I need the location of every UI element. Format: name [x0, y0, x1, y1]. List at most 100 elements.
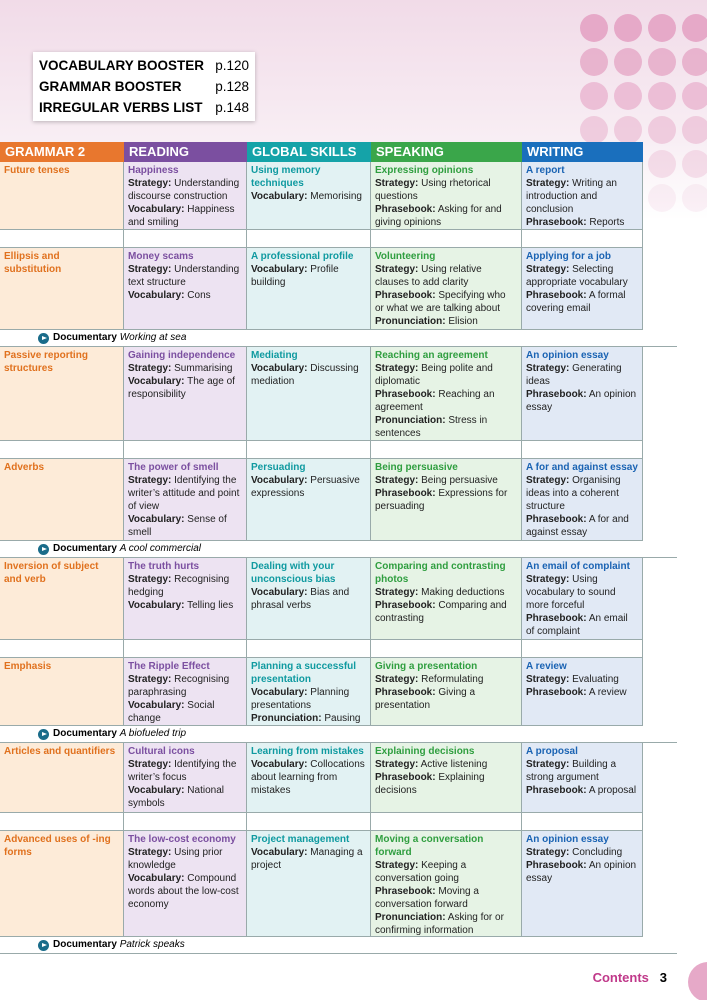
- item-label: Phrasebook:: [375, 389, 436, 400]
- lesson-title: Money scams: [128, 251, 194, 262]
- lesson-item: Vocabulary: Telling lies: [128, 599, 242, 612]
- lesson-title: The truth hurts: [128, 561, 200, 572]
- booster-row: IRREGULAR VERBS LIST p.148: [39, 97, 249, 118]
- documentary-label: Documentary: [53, 332, 117, 343]
- lesson-item: Vocabulary: Sense of smell: [128, 513, 242, 539]
- lesson-item: Vocabulary: Cons: [128, 289, 242, 302]
- lesson-title: Applying for a job: [526, 251, 611, 262]
- lesson-row: Passive reporting structures Gaining inde…: [0, 347, 677, 441]
- item-label: Strategy:: [526, 847, 570, 858]
- item-label: Strategy:: [526, 475, 570, 486]
- decoration: [580, 116, 608, 144]
- lesson-item: Vocabulary: National symbols: [128, 784, 242, 810]
- gap-cell: [247, 441, 371, 459]
- lesson-item: Vocabulary: Social change: [128, 699, 242, 725]
- lesson-item: Phrasebook: An opinion essay: [526, 859, 638, 885]
- gap-cell: [0, 813, 124, 831]
- lesson-item: Strategy: Making deductions: [375, 586, 517, 599]
- documentary-title: Patrick speaks: [119, 939, 185, 950]
- gap-cell: [124, 441, 247, 459]
- header-row: GRAMMAR 2 READING GLOBAL SKILLS SPEAKING WRI…: [0, 142, 677, 162]
- item-label: Strategy:: [526, 264, 570, 275]
- gap-cell: [247, 813, 371, 831]
- lesson-row: Inversion of subject and verb The truth h…: [0, 558, 677, 640]
- gap-cell: [0, 441, 124, 459]
- item-label: Strategy:: [375, 587, 419, 598]
- item-text: Happiness and smiling: [128, 204, 235, 228]
- lesson-title: Articles and quantifiers: [4, 746, 116, 757]
- item-label: Strategy:: [375, 674, 419, 685]
- lesson-cell: Mediating Vocabulary: Discussing mediatio…: [247, 347, 371, 441]
- lesson-item: Phrasebook: Comparing and contrasting: [375, 599, 517, 625]
- item-label: Vocabulary:: [251, 847, 308, 858]
- item-label: Vocabulary:: [251, 759, 308, 770]
- lesson-title: Passive reporting structures: [4, 350, 88, 374]
- lesson-title: Emphasis: [4, 661, 52, 672]
- item-label: Pronunciation:: [375, 912, 446, 923]
- lesson-item: Strategy: Using prior knowledge: [128, 846, 242, 872]
- item-text: Elision: [448, 316, 478, 327]
- lesson-cell: Being persuasive Strategy: Being persuasi…: [371, 459, 522, 541]
- lesson-item: Vocabulary: Compound words about the low…: [128, 872, 242, 911]
- item-text: Persuasive expressions: [251, 475, 360, 499]
- item-label: Phrasebook:: [375, 290, 436, 301]
- item-text: Summarising: [174, 363, 233, 374]
- gap-cell: [124, 640, 247, 658]
- item-label: Vocabulary:: [128, 290, 185, 301]
- item-text: Evaluating: [572, 674, 619, 685]
- lesson-cell: Expressing opinions Strategy: Using rheto…: [371, 162, 522, 230]
- decoration: [682, 48, 707, 76]
- lesson-item: Strategy: Organising ideas into a cohere…: [526, 474, 638, 513]
- lesson-cell: The power of smell Strategy: Identifying …: [124, 459, 247, 541]
- lesson-item: Strategy: Generating ideas: [526, 362, 638, 388]
- lesson-item: Vocabulary: Collocations about learning …: [251, 758, 366, 797]
- lesson-title: Volunteering: [375, 251, 436, 262]
- lesson-title: Advanced uses of -ing forms: [4, 834, 111, 858]
- item-label: Strategy:: [526, 674, 570, 685]
- item-text: Discussing mediation: [251, 363, 359, 387]
- item-label: Strategy:: [526, 574, 570, 585]
- item-text: Compound words about the low-cost econom…: [128, 873, 239, 910]
- lesson-cell: Reaching an agreement Strategy: Being pol…: [371, 347, 522, 441]
- item-text: Recognising paraphrasing: [128, 674, 230, 698]
- booster-label: GRAMMAR BOOSTER: [39, 79, 182, 94]
- item-text: Identifying the writer’s focus: [128, 759, 237, 783]
- item-label: Vocabulary:: [251, 587, 308, 598]
- lesson-title: Mediating: [251, 350, 298, 361]
- lesson-title: An opinion essay: [526, 834, 609, 845]
- lesson-cell: Explaining decisions Strategy: Active lis…: [371, 743, 522, 813]
- item-text: Identifying the writer’s attitude and po…: [128, 475, 240, 512]
- booster-label: VOCABULARY BOOSTER: [39, 58, 205, 73]
- lesson-cell: Volunteering Strategy: Using relative cla…: [371, 248, 522, 330]
- lesson-cell: A report Strategy: Writing an introductio…: [522, 162, 643, 230]
- lesson-title: Dealing with your unconscious bias: [251, 561, 336, 585]
- decoration: [614, 48, 642, 76]
- lesson-title: The low-cost economy: [128, 834, 236, 845]
- gap-cell: [522, 640, 643, 658]
- item-label: Strategy:: [375, 759, 419, 770]
- play-icon: [38, 543, 49, 555]
- item-label: Pronunciation:: [375, 316, 446, 327]
- lesson-cell: Ellipsis and substitution: [0, 248, 124, 330]
- lesson-title: Project management: [251, 834, 350, 845]
- item-text: Collocations about learning from mistake…: [251, 759, 365, 796]
- item-text: A formal covering email: [526, 290, 626, 314]
- lesson-cell: An opinion essay Strategy: Concluding Phra…: [522, 831, 643, 937]
- lesson-cell: Articles and quantifiers: [0, 743, 124, 813]
- item-label: Vocabulary:: [251, 475, 308, 486]
- item-label: Strategy:: [128, 847, 172, 858]
- lesson-title: Reaching an agreement: [375, 350, 488, 361]
- item-text: Building a strong argument: [526, 759, 617, 783]
- lesson-item: Pronunciation: Elision: [375, 315, 517, 328]
- lesson-cell: Cultural icons Strategy: Identifying the …: [124, 743, 247, 813]
- item-label: Phrasebook:: [526, 687, 587, 698]
- lesson-cell: Comparing and contrasting photos Strategy…: [371, 558, 522, 640]
- lesson-cell: Inversion of subject and verb: [0, 558, 124, 640]
- lesson-cell: Moving a conversation forward Strategy: K…: [371, 831, 522, 937]
- lesson-item: Vocabulary: The age of responsibility: [128, 375, 242, 401]
- lesson-cell: Emphasis: [0, 658, 124, 726]
- item-text: Sense of smell: [128, 514, 227, 538]
- lesson-item: Phrasebook: Moving a conversation forwar…: [375, 885, 517, 911]
- lesson-item: Phrasebook: An email of complaint: [526, 612, 638, 638]
- lesson-title: Happiness: [128, 165, 179, 176]
